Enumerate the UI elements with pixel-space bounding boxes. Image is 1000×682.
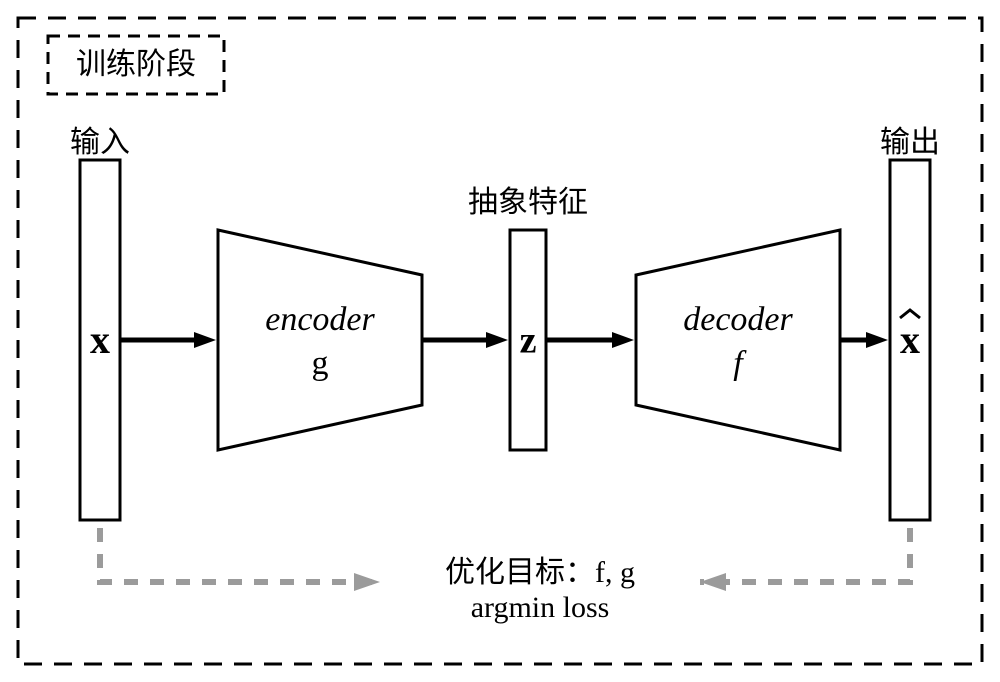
feedback-left <box>100 528 380 582</box>
encoder-block-top: encoder <box>265 301 375 338</box>
objective-line1: 优化目标：f, g <box>445 556 635 589</box>
feature-label: 抽象特征 <box>468 186 588 219</box>
decoder-block-top: decoder <box>683 301 793 338</box>
encoder-block <box>218 230 422 450</box>
stage-label: 训练阶段 <box>76 48 196 81</box>
latent-block-label: z <box>520 320 537 362</box>
output-label: 输出 <box>880 126 940 159</box>
feedback-right <box>700 528 910 582</box>
input-label: 输入 <box>70 126 130 159</box>
objective-line2: argmin loss <box>471 591 610 624</box>
output-block-label: x <box>900 317 920 362</box>
encoder-block-bottom: g <box>312 345 329 382</box>
input-block-label: x <box>90 317 110 362</box>
decoder-block <box>636 230 840 450</box>
